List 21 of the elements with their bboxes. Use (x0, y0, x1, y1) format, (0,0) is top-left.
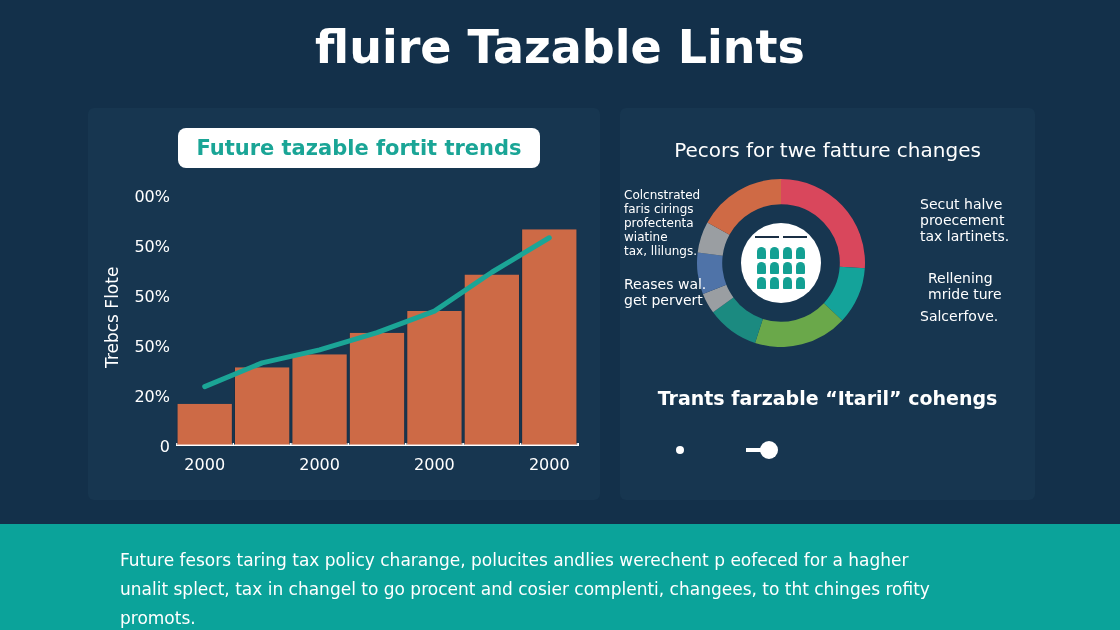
x-tick-label: 2000 (299, 454, 340, 474)
text: 20% (134, 387, 170, 406)
text: Trants farzable “Itaril” cohengs (656, 387, 999, 409)
x-tick-label: 2000 (528, 454, 570, 474)
text: Salcerfove. (920, 308, 999, 324)
text: Future fesors taring tax policy charange, polucites andlies werechent p eofeced for a hagher unalit splect, tax in changel to go procent and cosier complenti, changees, to tht chinges rofity promots. (120, 549, 931, 630)
chart-title: Future tazable fortit trends (178, 128, 540, 168)
text: 50% (134, 237, 170, 256)
text: Colcnstrated faris cirings profectenta wiatine tax, llilungs. (624, 188, 701, 258)
text: 50% (134, 337, 170, 356)
text: Rellening mride ture (928, 270, 1002, 302)
chart-title: Pecors for twe fatture changes (673, 138, 982, 162)
text: Reases wal. get pervert (624, 276, 707, 308)
text: 50% (134, 287, 170, 306)
text: 0 (159, 437, 170, 456)
text: fluire Tazable Lints (314, 20, 806, 74)
text: Secut halve proecement tax lartinets. (920, 196, 1010, 244)
y-axis-title: Trebcs Flote (102, 266, 122, 368)
x-tick-label: 2000 (414, 454, 455, 474)
x-tick-label: 2000 (184, 454, 226, 474)
text: 00% (134, 187, 170, 206)
